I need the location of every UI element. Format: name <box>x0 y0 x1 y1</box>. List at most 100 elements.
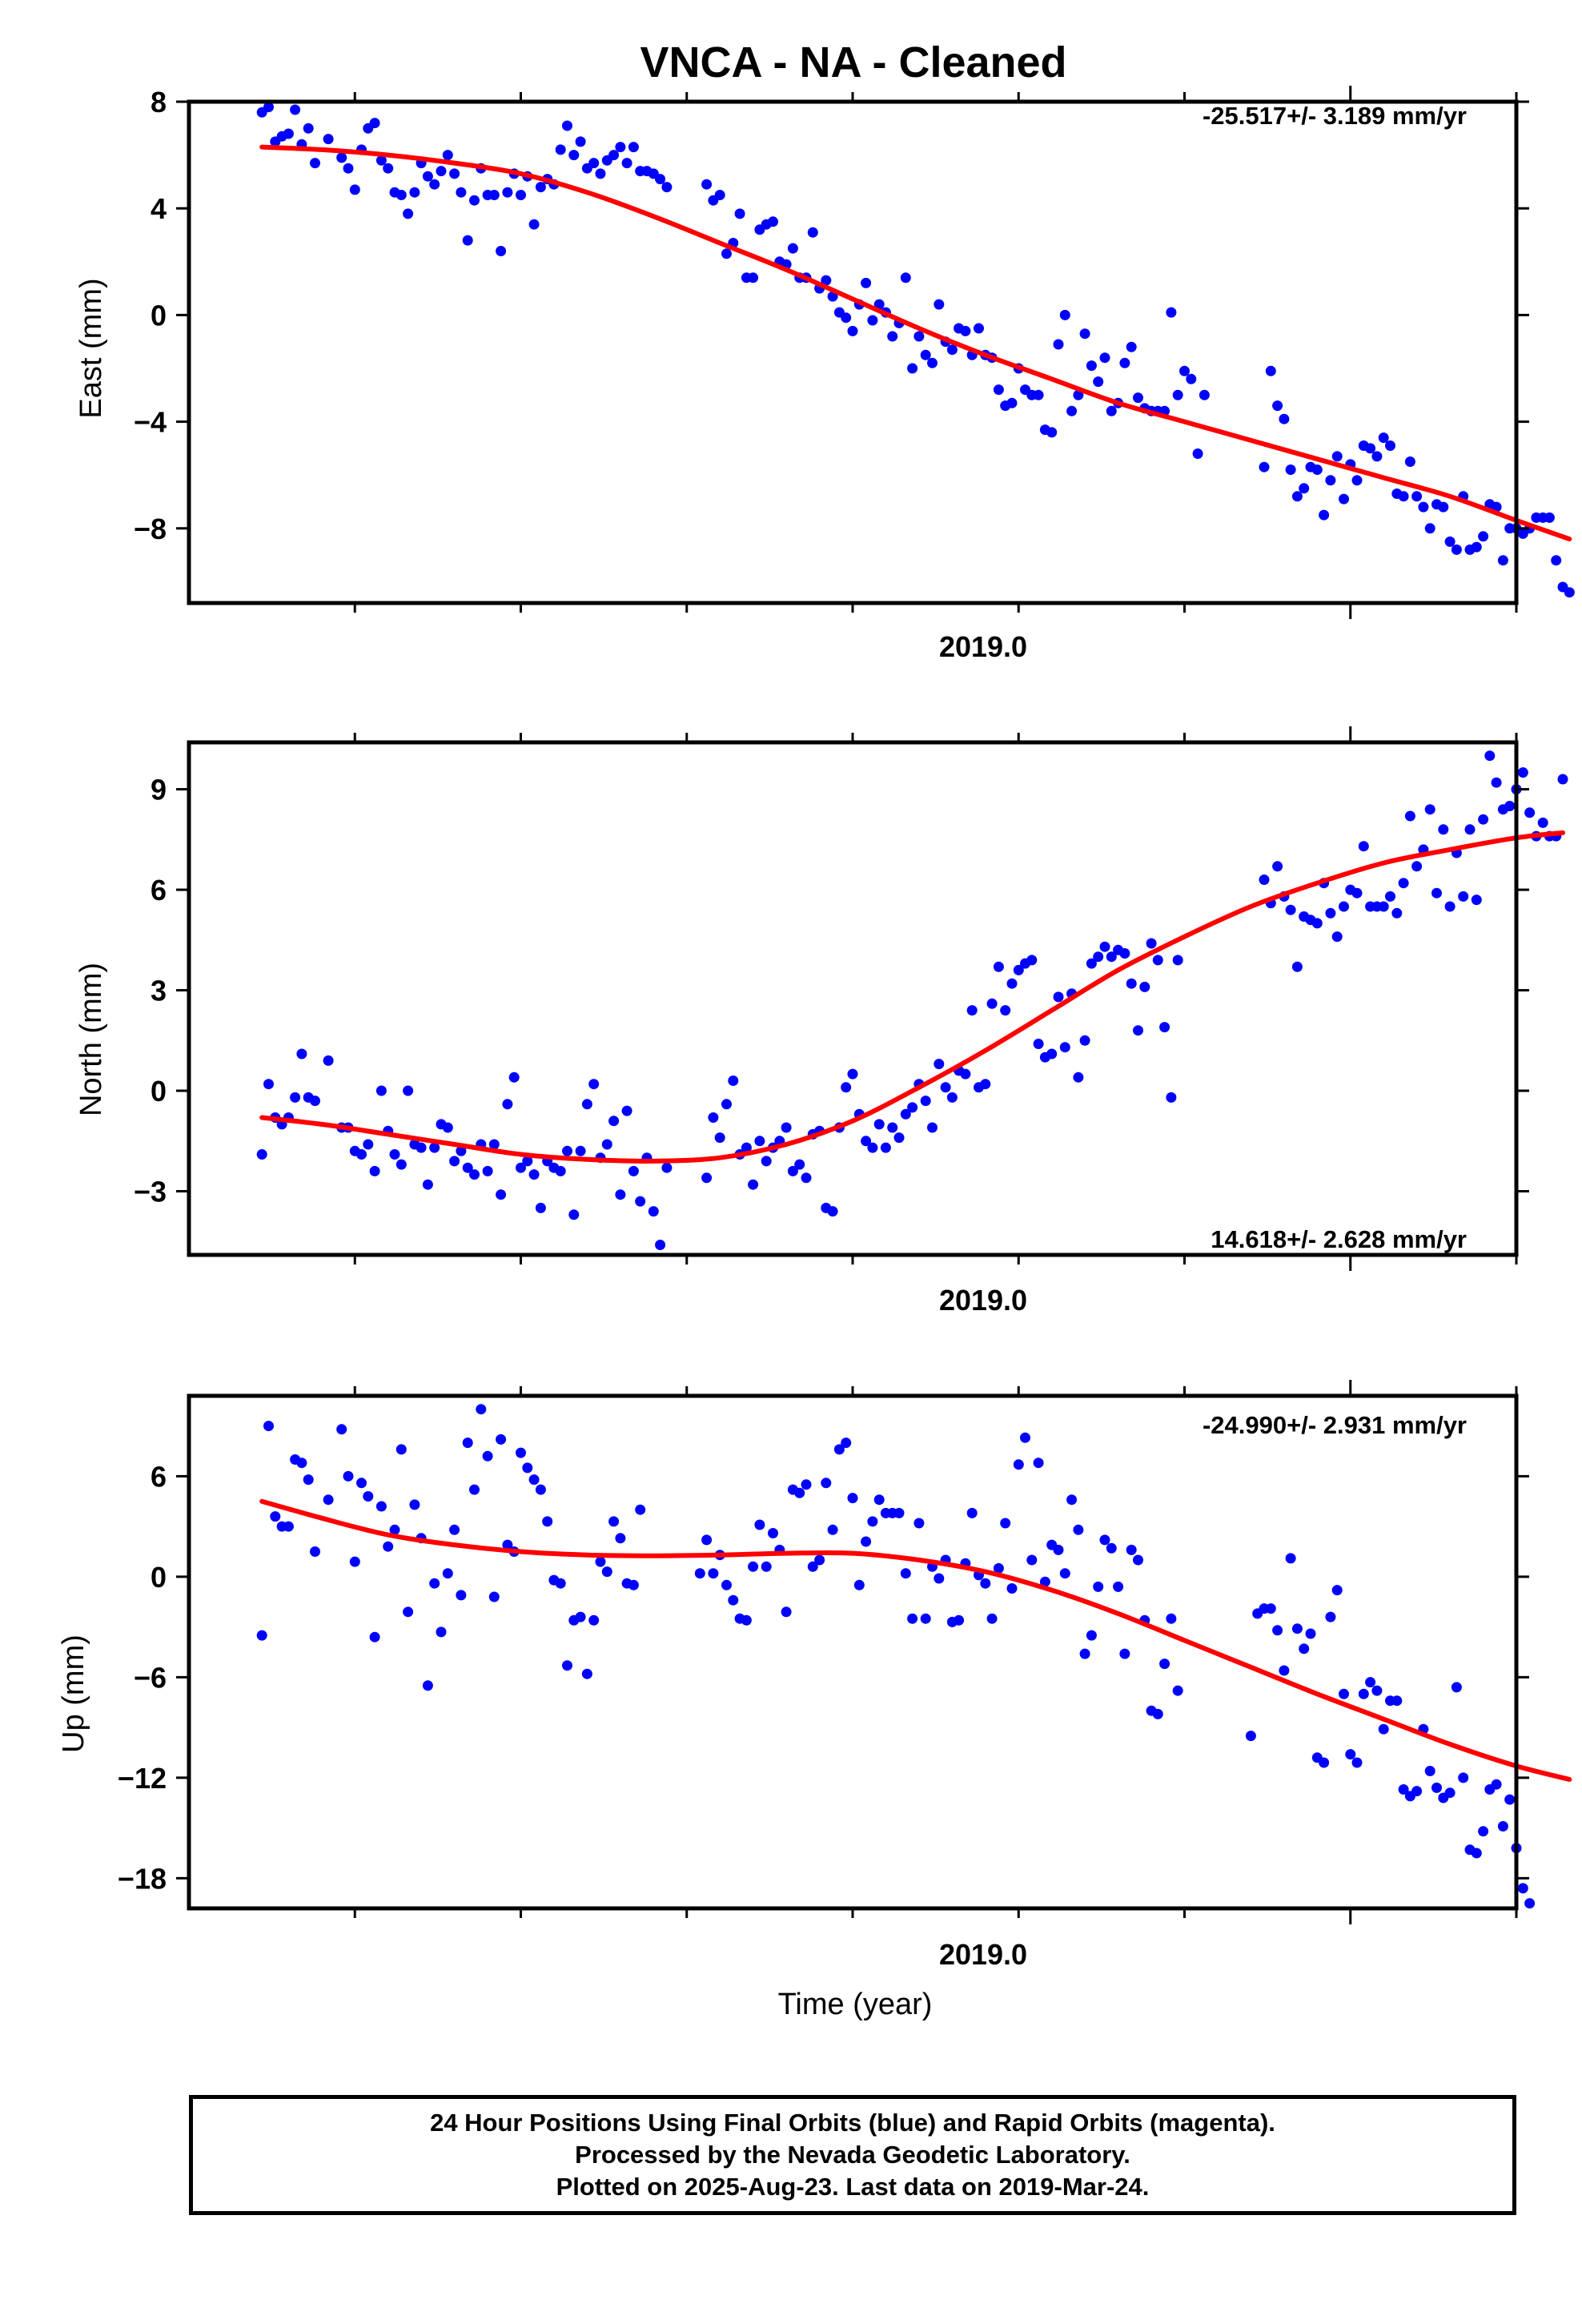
data-point-up-81 <box>861 1536 872 1547</box>
data-point-north-72 <box>781 1122 792 1133</box>
data-point-up-145 <box>1351 1757 1363 1768</box>
data-point-up-30 <box>469 1484 480 1495</box>
data-point-east-120 <box>1099 352 1110 364</box>
data-point-north-119 <box>1093 951 1104 963</box>
data-point-up-161 <box>1458 1772 1469 1783</box>
data-point-up-152 <box>1398 1784 1409 1795</box>
data-point-east-11 <box>343 163 354 174</box>
data-point-east-59 <box>661 182 673 193</box>
data-point-east-132 <box>1179 365 1190 376</box>
data-point-up-116 <box>1093 1581 1104 1592</box>
data-point-up-101 <box>993 1562 1004 1574</box>
data-point-east-141 <box>1291 491 1303 502</box>
data-point-up-103 <box>1006 1583 1018 1594</box>
data-point-up-40 <box>535 1484 546 1495</box>
data-point-east-4 <box>283 128 294 139</box>
data-point-north-177 <box>1557 774 1568 785</box>
data-point-north-129 <box>1159 1022 1170 1033</box>
data-point-north-27 <box>449 1156 460 1167</box>
data-point-north-166 <box>1484 750 1496 762</box>
data-point-north-144 <box>1339 901 1349 912</box>
data-point-east-44 <box>562 120 572 131</box>
data-point-up-75 <box>821 1478 832 1489</box>
data-point-east-150 <box>1351 475 1363 486</box>
data-point-up-15 <box>369 1631 380 1642</box>
data-point-up-38 <box>522 1462 533 1474</box>
data-point-north-38 <box>522 1156 533 1167</box>
data-point-east-119 <box>1093 376 1104 388</box>
ytick-label-east-0: 8 <box>151 86 167 119</box>
data-point-north-172 <box>1524 807 1536 818</box>
data-point-up-134 <box>1279 1665 1290 1676</box>
data-point-east-92 <box>913 331 925 342</box>
data-point-east-24 <box>429 179 440 190</box>
data-point-north-174 <box>1537 817 1548 828</box>
data-point-up-88 <box>907 1613 918 1624</box>
data-point-east-164 <box>1444 536 1456 547</box>
xtick-label-2019-east: 2019.0 <box>939 630 1027 663</box>
data-point-up-126 <box>1159 1659 1170 1670</box>
data-point-east-139 <box>1279 413 1290 424</box>
ytick-label-up-1: 0 <box>151 1561 167 1594</box>
data-point-north-45 <box>568 1209 580 1220</box>
data-point-east-67 <box>748 272 759 283</box>
xtick-label-2019-up: 2019.0 <box>939 1938 1027 1971</box>
data-point-up-65 <box>754 1519 765 1530</box>
data-point-north-127 <box>1146 938 1157 949</box>
data-point-east-135 <box>1199 389 1210 400</box>
data-point-north-40 <box>535 1202 546 1213</box>
data-point-north-117 <box>1079 1035 1090 1046</box>
data-point-east-16 <box>375 155 387 166</box>
rate-label-north: 14.618+/- 2.628 mm/yr <box>1211 1225 1467 1253</box>
data-point-east-82 <box>847 325 858 336</box>
data-point-north-137 <box>1291 961 1303 972</box>
data-point-north-131 <box>1172 955 1183 966</box>
data-point-up-106 <box>1026 1554 1038 1566</box>
data-point-up-69 <box>781 1606 792 1618</box>
data-point-north-102 <box>980 1079 991 1090</box>
data-point-east-15 <box>369 118 380 129</box>
data-point-north-157 <box>1424 804 1435 815</box>
points-east <box>256 102 1575 598</box>
data-point-east-121 <box>1106 405 1117 416</box>
data-point-north-32 <box>482 1165 493 1176</box>
data-point-north-37 <box>516 1162 526 1173</box>
data-point-east-48 <box>588 158 600 169</box>
data-point-east-81 <box>841 312 852 324</box>
data-point-east-62 <box>714 190 725 200</box>
data-point-east-91 <box>907 363 918 374</box>
data-point-up-79 <box>847 1493 858 1504</box>
plot-up: 6 0 −6 −12 −18 <box>118 1380 1572 1924</box>
data-point-north-29 <box>462 1162 473 1173</box>
data-point-north-79 <box>827 1206 838 1217</box>
data-point-up-149 <box>1378 1723 1389 1735</box>
data-point-east-116 <box>1073 389 1084 400</box>
data-point-north-16 <box>375 1085 387 1096</box>
data-point-east-155 <box>1385 440 1395 451</box>
ytick-label-east-2: 0 <box>151 299 167 332</box>
data-point-north-155 <box>1411 861 1423 872</box>
data-point-north-103 <box>986 998 998 1009</box>
data-point-north-51 <box>608 1116 620 1127</box>
data-point-up-160 <box>1451 1682 1462 1693</box>
data-point-up-122 <box>1133 1554 1143 1566</box>
data-point-up-25 <box>436 1626 447 1638</box>
data-point-up-20 <box>403 1606 414 1618</box>
data-point-north-52 <box>615 1189 626 1200</box>
data-point-north-46 <box>575 1145 586 1156</box>
data-point-up-21 <box>409 1499 420 1510</box>
data-point-up-112 <box>1066 1494 1078 1506</box>
data-point-north-151 <box>1385 891 1395 902</box>
data-point-up-164 <box>1478 1826 1489 1837</box>
data-point-north-81 <box>841 1082 852 1093</box>
data-point-north-53 <box>621 1105 632 1116</box>
data-point-north-82 <box>847 1068 858 1080</box>
ytick-label-up-4: −18 <box>118 1862 167 1895</box>
data-point-north-6 <box>296 1048 307 1059</box>
data-point-east-40 <box>535 182 546 193</box>
data-point-up-120 <box>1119 1648 1130 1659</box>
data-point-up-37 <box>516 1447 526 1458</box>
data-point-north-91 <box>907 1102 918 1113</box>
